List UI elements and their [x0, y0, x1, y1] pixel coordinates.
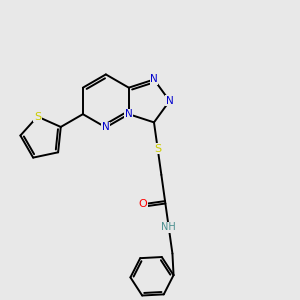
Text: N: N [125, 109, 133, 119]
Text: N: N [102, 122, 110, 132]
Text: N: N [150, 74, 158, 85]
Text: N: N [166, 96, 173, 106]
Text: S: S [154, 144, 161, 154]
Text: O: O [138, 199, 147, 209]
Text: NH: NH [161, 222, 176, 232]
Text: S: S [34, 112, 41, 122]
